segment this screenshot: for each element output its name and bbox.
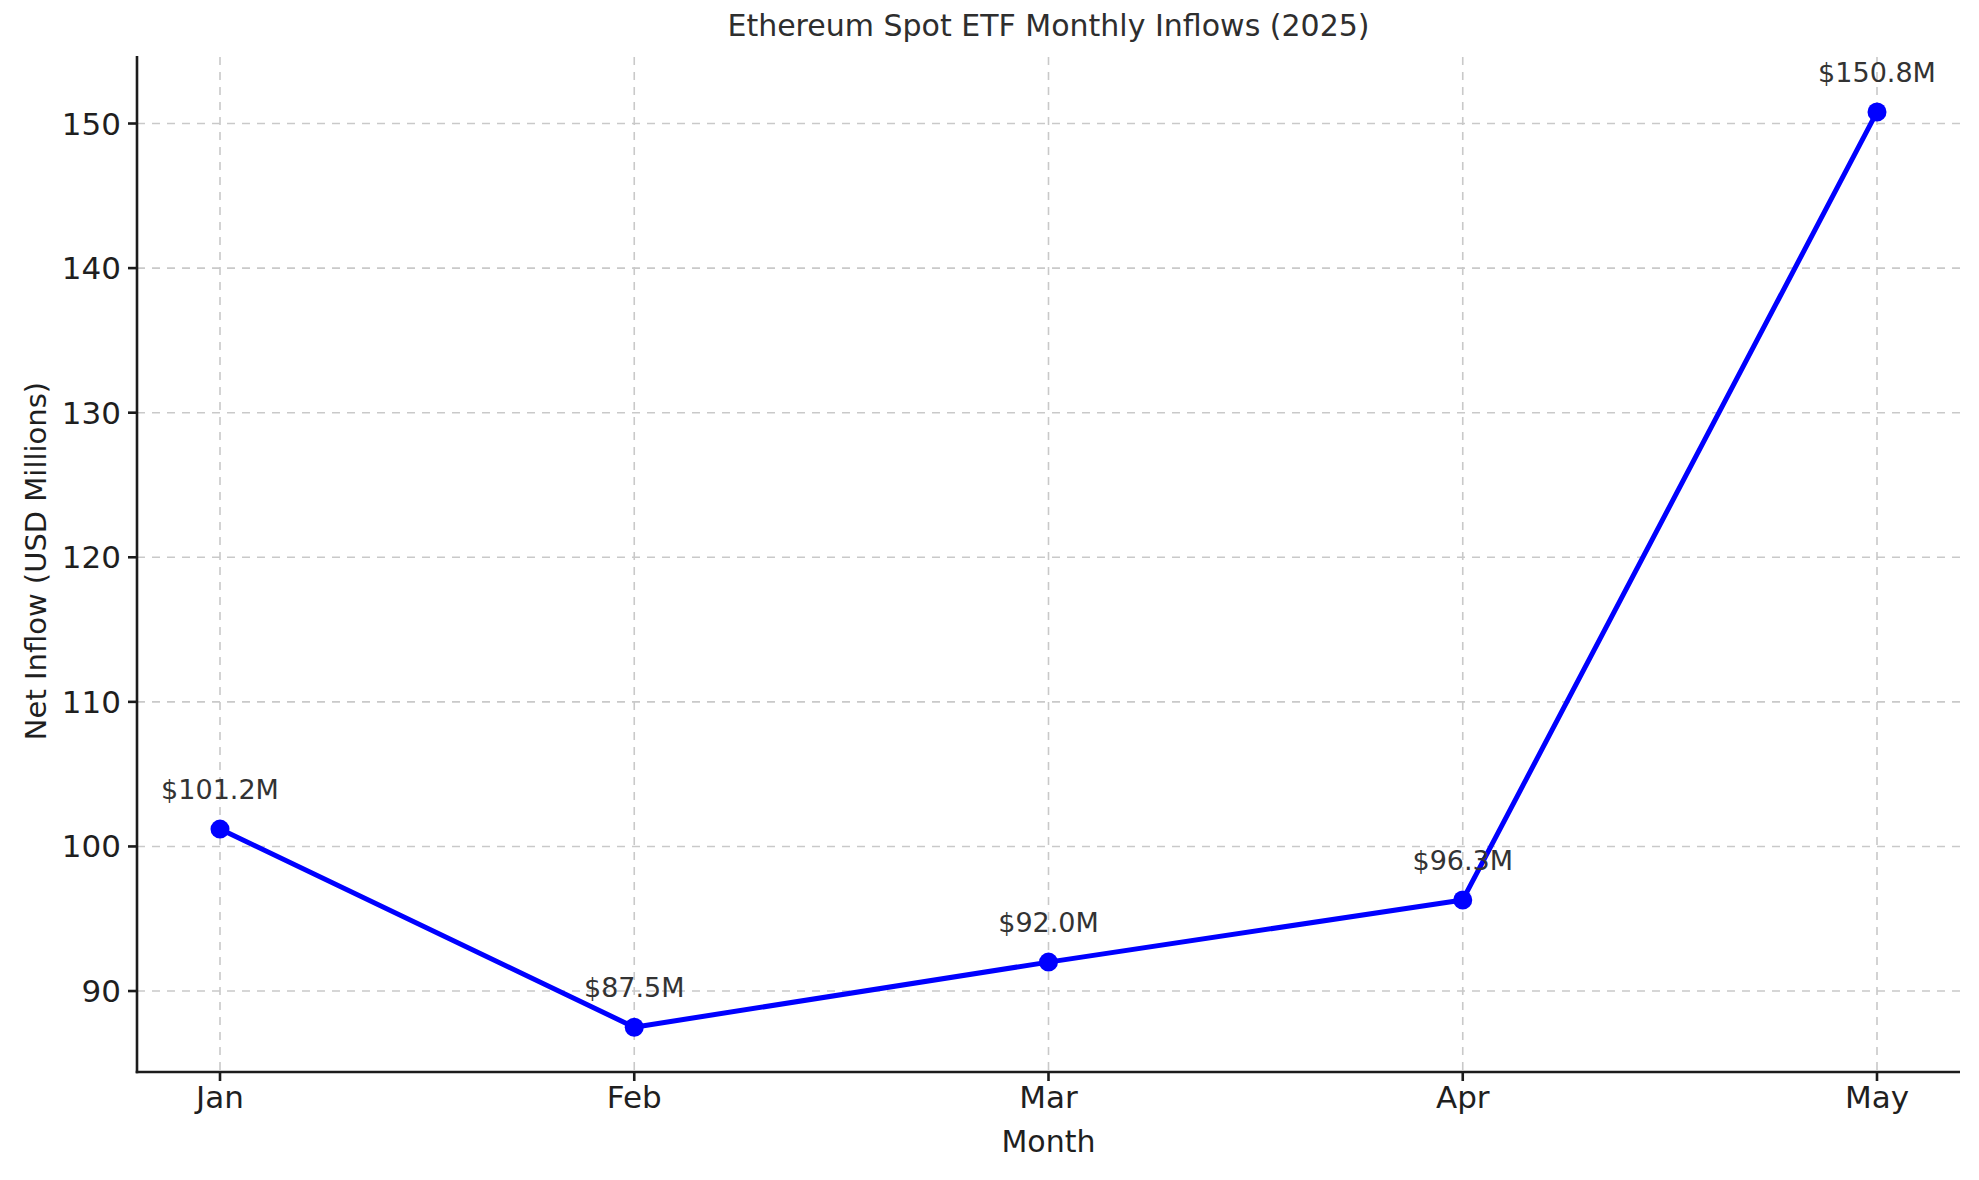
data-point-marker	[1868, 102, 1887, 121]
data-point-label: $92.0M	[998, 907, 1099, 938]
data-point-marker	[211, 820, 230, 839]
x-tick-label: Feb	[607, 1079, 662, 1115]
y-axis-label: Net Inflow (USD Millions)	[19, 382, 53, 740]
y-tick-label: 120	[62, 539, 121, 575]
data-point-marker	[1039, 953, 1058, 972]
y-tick-label: 110	[62, 684, 121, 720]
data-point-marker	[1453, 890, 1472, 909]
data-point-marker	[625, 1018, 644, 1037]
plot-area: 90 100 110 120 130 140 150 Jan Feb Mar Apr May $101.…	[0, 0, 1979, 1180]
y-tick-label: 140	[62, 250, 121, 286]
data-point-label: $87.5M	[584, 972, 685, 1003]
y-tick-label: 130	[62, 395, 121, 431]
data-point-label: $150.8M	[1818, 57, 1936, 88]
x-tick-label: Apr	[1436, 1079, 1490, 1115]
x-tick-label: May	[1845, 1079, 1909, 1115]
line-chart-figure: Ethereum Spot ETF Monthly Inflows (2025)…	[0, 0, 1979, 1180]
y-tick-label: 150	[62, 106, 121, 142]
data-point-label: $96.3M	[1412, 845, 1513, 876]
x-tick-label: Mar	[1019, 1079, 1078, 1115]
y-tick-label: 90	[82, 973, 121, 1009]
x-tick-label: Jan	[194, 1079, 244, 1115]
x-axis-label: Month	[137, 1124, 1960, 1159]
data-point-label: $101.2M	[161, 774, 279, 805]
y-tick-label: 100	[62, 828, 121, 864]
